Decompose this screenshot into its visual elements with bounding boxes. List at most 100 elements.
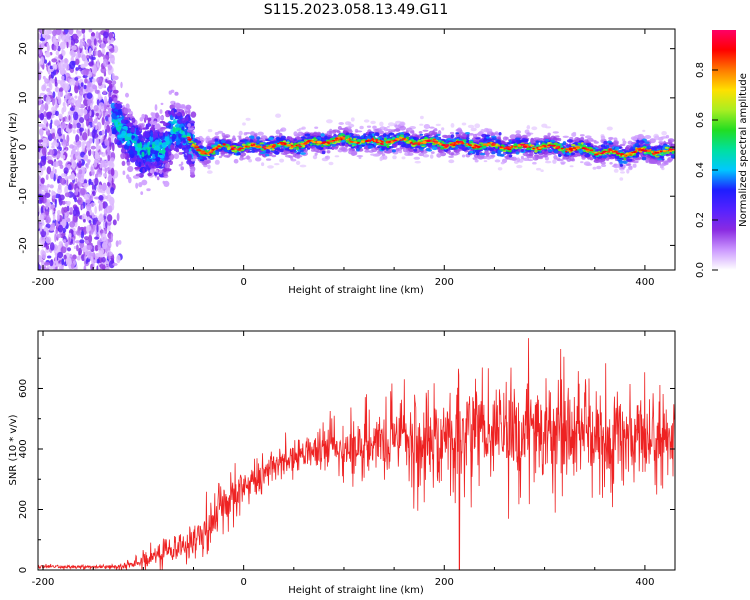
- spectrogram-noise-blob: [40, 130, 43, 140]
- spectrogram-halo-blob: [632, 160, 639, 164]
- spectrogram-noise-blob: [54, 120, 61, 127]
- spectrogram-halo-blob: [299, 164, 307, 168]
- spectrogram-halo-blob: [343, 127, 349, 131]
- spectrogram-transition-blob: [116, 103, 123, 110]
- spectrogram-halo-blob: [388, 122, 395, 127]
- spectrogram-noise-blob: [41, 250, 47, 260]
- spectrogram-noise-blob: [88, 220, 92, 224]
- spectrogram-transition-blob: [120, 81, 123, 89]
- spectrogram-transition-blob: [145, 164, 149, 170]
- spectrogram-band-blob: [488, 147, 493, 151]
- spectrogram-halo-blob: [644, 135, 652, 139]
- spectrogram-transition-blob: [154, 104, 158, 111]
- spectrogram-noise-blob: [63, 58, 69, 65]
- spectrogram-transition-blob: [159, 169, 163, 175]
- spectrogram-halo-blob: [301, 126, 306, 130]
- spectrogram-noise-blob: [83, 154, 89, 161]
- spectrogram-transition-blob: [127, 140, 131, 145]
- spectrogram-halo-blob: [613, 163, 617, 166]
- spectrogram-halo-blob: [214, 159, 220, 165]
- spectrogram-noise-blob: [74, 77, 79, 81]
- spectrogram-noise-blob: [61, 121, 66, 130]
- spectrogram-noise-blob: [56, 213, 60, 222]
- spectrogram-band-blob: [247, 150, 252, 153]
- spectrogram-noise-blob: [93, 118, 98, 124]
- spectrogram-noise-blob: [94, 217, 98, 222]
- spectrogram-halo-blob: [553, 155, 558, 160]
- spectrogram-halo-blob: [414, 160, 421, 164]
- spectrogram-noise-blob: [67, 92, 71, 100]
- spectrogram-transition-blob: [147, 141, 150, 149]
- spectrogram-noise-blob: [65, 257, 72, 267]
- spectrogram-halo-blob: [429, 154, 434, 159]
- spectrogram-band-blob: [413, 148, 418, 152]
- spectrogram-noise-blob: [95, 31, 99, 39]
- spectrogram-noise-blob: [75, 67, 79, 71]
- spectrogram-noise-blob: [77, 164, 82, 168]
- spectrogram-noise-blob: [86, 92, 93, 99]
- spectrogram-transition-blob: [181, 117, 187, 124]
- spectrogram-noise-blob: [89, 110, 92, 117]
- spectrogram-transition-blob: [138, 182, 143, 188]
- spectrogram-noise-blob: [49, 184, 54, 189]
- spectrogram-noise-blob: [39, 106, 44, 113]
- spectrogram-halo-blob: [290, 158, 297, 162]
- spectrogram-noise-blob: [60, 246, 67, 254]
- spectrogram-noise-blob: [105, 98, 108, 104]
- spectrogram-halo-blob: [562, 157, 569, 160]
- spectrogram-noise-blob: [107, 224, 111, 232]
- spectrogram-noise-blob: [106, 214, 113, 222]
- spectrogram-noise-blob: [54, 99, 58, 106]
- spectrogram-noise-blob: [89, 230, 91, 236]
- spectrogram-noise-blob: [43, 111, 47, 118]
- spectrogram-band-blob: [535, 142, 539, 145]
- spectrogram-halo-blob: [279, 158, 285, 163]
- spectrogram-transition-blob: [128, 122, 133, 128]
- spectrogram-noise-blob: [78, 169, 83, 175]
- spectrogram-noise-blob: [41, 240, 45, 249]
- spectrogram-transition-blob: [154, 139, 160, 146]
- spectrogram-noise-blob: [88, 117, 93, 124]
- spectrogram-noise-blob: [57, 95, 61, 100]
- spectrogram-noise-blob: [110, 37, 115, 43]
- spectrogram-noise-blob: [107, 64, 112, 71]
- spectrogram-halo-blob: [220, 152, 226, 154]
- spectrogram-noise-blob: [55, 29, 62, 35]
- spectrogram-transition-blob: [117, 134, 123, 138]
- spectrogram-halo-blob: [407, 152, 414, 156]
- spectrogram-transition-blob: [147, 172, 153, 177]
- spectrogram-noise-blob: [46, 111, 53, 117]
- spectrogram-noise-blob: [49, 259, 54, 267]
- spectrogram-noise-blob: [96, 224, 99, 233]
- spectrogram-noise-blob: [85, 118, 90, 127]
- spectrogram-noise-blob: [68, 236, 71, 245]
- spectrogram-halo-blob: [666, 159, 672, 163]
- spectrogram-noise-blob: [107, 175, 113, 183]
- spectrogram-noise-blob: [92, 120, 95, 128]
- spectrogram-transition-blob: [112, 89, 119, 94]
- spectrogram-transition-blob: [160, 126, 167, 130]
- spectrogram-halo-blob: [267, 165, 274, 169]
- spectrogram-halo-blob: [366, 125, 372, 128]
- spectrogram-noise-blob: [55, 228, 58, 234]
- spectrogram-noise-blob: [86, 54, 90, 60]
- spectrogram-noise-blob: [39, 92, 46, 96]
- spectrogram-halo-blob: [372, 154, 380, 157]
- spectrogram-transition-blob: [122, 125, 128, 130]
- spectrogram-noise-blob: [101, 183, 107, 192]
- spectrogram-noise-blob: [51, 142, 56, 147]
- spectrogram-noise-blob: [45, 236, 52, 244]
- spectrogram-halo-blob: [246, 155, 250, 160]
- spectrogram-noise-blob: [62, 117, 65, 123]
- spectrogram-transition-blob: [185, 104, 192, 110]
- spectrogram-noise-blob: [62, 239, 67, 243]
- spectrogram-noise-blob: [83, 218, 86, 223]
- spectrogram-transition-blob: [140, 191, 144, 196]
- spectrogram-noise-blob: [83, 84, 87, 90]
- spectrogram-noise-blob: [47, 159, 54, 164]
- spectrogram-halo-blob: [293, 131, 298, 137]
- spectrogram-noise-blob: [85, 163, 89, 169]
- spectrogram-transition-blob: [153, 120, 157, 126]
- spectrogram-transition-blob: [140, 137, 146, 142]
